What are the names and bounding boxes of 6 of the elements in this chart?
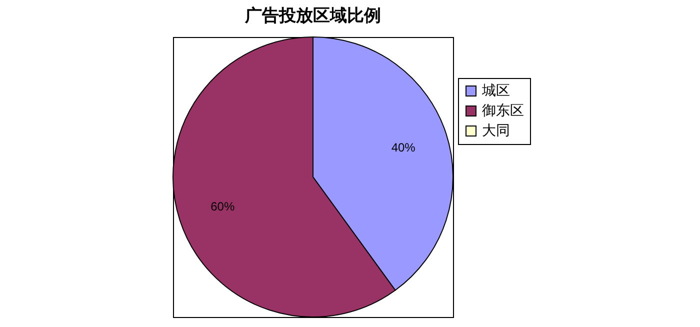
- legend-label: 城区: [481, 82, 510, 98]
- legend-label: 大同: [482, 122, 510, 138]
- data-label: 60%: [210, 199, 235, 214]
- data-label: 40%: [391, 140, 416, 155]
- chart-title: 广告投放区域比例: [244, 6, 381, 25]
- legend-label: 御东区: [482, 102, 524, 118]
